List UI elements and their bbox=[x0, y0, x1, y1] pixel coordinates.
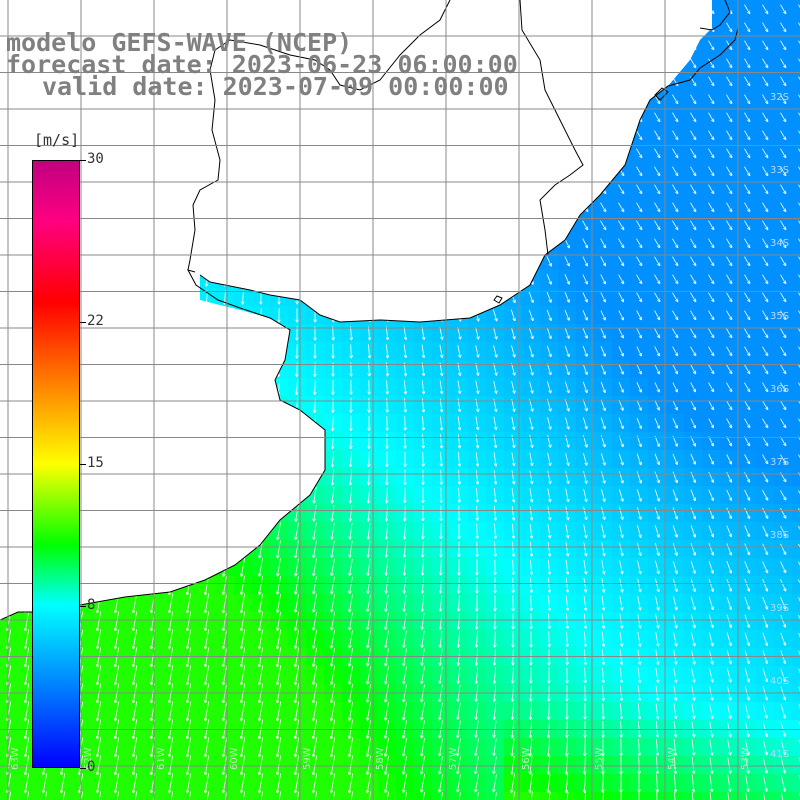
field-cell bbox=[792, 558, 800, 577]
field-cell bbox=[756, 792, 775, 800]
field-cell bbox=[720, 792, 739, 800]
field-cell bbox=[792, 72, 800, 91]
field-cell bbox=[792, 396, 800, 415]
field-cell bbox=[792, 468, 800, 487]
valid-date: valid date: 2023-07-09 00:00:00 bbox=[42, 72, 509, 101]
colorbar-tick-label: 15 bbox=[87, 455, 104, 471]
lat-label: 36S bbox=[770, 384, 789, 395]
field-cell bbox=[792, 162, 800, 181]
colorbar-tick-mark bbox=[80, 322, 86, 324]
field-cell bbox=[792, 360, 800, 379]
field-cell bbox=[792, 90, 800, 109]
field-cell bbox=[738, 792, 757, 800]
field-cell bbox=[792, 108, 800, 127]
lat-label: 40S bbox=[770, 676, 789, 687]
field-cell bbox=[792, 270, 800, 289]
field-cell bbox=[792, 522, 800, 541]
lat-label: 39S bbox=[770, 603, 789, 614]
field-cell bbox=[792, 648, 800, 667]
lon-label: 60W bbox=[229, 747, 240, 770]
colorbar-tick-mark bbox=[80, 605, 86, 607]
field-cell bbox=[792, 486, 800, 505]
lon-label: 57W bbox=[448, 747, 459, 770]
field-cell bbox=[792, 594, 800, 613]
field-cell bbox=[792, 342, 800, 361]
colorbar-unit: [m/s] bbox=[34, 131, 80, 149]
colorbar-tick-label: 30 bbox=[87, 151, 104, 167]
field-cell bbox=[792, 234, 800, 253]
field-cell bbox=[792, 198, 800, 217]
field-cell bbox=[792, 576, 800, 595]
field-cell bbox=[792, 144, 800, 163]
colorbar-tick-label: 8 bbox=[87, 596, 96, 613]
field-cell bbox=[792, 180, 800, 199]
field-cell bbox=[792, 126, 800, 145]
field-cell bbox=[702, 792, 721, 800]
lat-label: 34S bbox=[770, 238, 789, 249]
field-cell bbox=[792, 504, 800, 523]
lon-label: 63W bbox=[10, 747, 21, 770]
field-cell bbox=[792, 450, 800, 469]
field-cell bbox=[684, 792, 703, 800]
field-cell bbox=[792, 378, 800, 397]
field-cell bbox=[792, 36, 800, 55]
field-cell bbox=[792, 324, 800, 343]
lon-label: 53W bbox=[740, 747, 751, 770]
lat-label: 41S bbox=[770, 749, 789, 760]
field-cell bbox=[792, 0, 800, 19]
lon-label: 56W bbox=[521, 747, 532, 770]
field-cell bbox=[792, 414, 800, 433]
colorbar-tick-label: 22 bbox=[87, 313, 104, 330]
colorbar-tick-mark bbox=[80, 160, 86, 161]
lat-label: 35S bbox=[770, 311, 789, 322]
field-cell bbox=[792, 756, 800, 775]
field-cell bbox=[792, 18, 800, 37]
field-cell bbox=[792, 612, 800, 631]
lon-label: 55W bbox=[594, 747, 605, 770]
lon-label: 59W bbox=[302, 747, 313, 770]
field-cell bbox=[792, 306, 800, 325]
lat-label: 38S bbox=[770, 530, 789, 541]
field-cell bbox=[792, 774, 800, 793]
field-cell bbox=[792, 630, 800, 649]
field-cell bbox=[792, 216, 800, 235]
colorbar-tick-mark bbox=[80, 464, 86, 465]
colorbar-tick-label: 0 bbox=[87, 759, 96, 775]
colorbar-tick-mark bbox=[80, 768, 86, 769]
lon-label: 54W bbox=[667, 747, 678, 770]
colorbar bbox=[32, 160, 80, 768]
field-cell bbox=[774, 792, 793, 800]
field-cell bbox=[792, 54, 800, 73]
lat-label: 32S bbox=[770, 92, 789, 103]
lon-label: 61W bbox=[156, 747, 167, 770]
field-cell bbox=[792, 540, 800, 559]
field-cell bbox=[792, 288, 800, 307]
lon-label: 58W bbox=[375, 747, 386, 770]
lat-label: 37S bbox=[770, 457, 789, 468]
field-cell bbox=[792, 432, 800, 451]
field-cell bbox=[792, 252, 800, 271]
lat-label: 33S bbox=[770, 165, 789, 176]
